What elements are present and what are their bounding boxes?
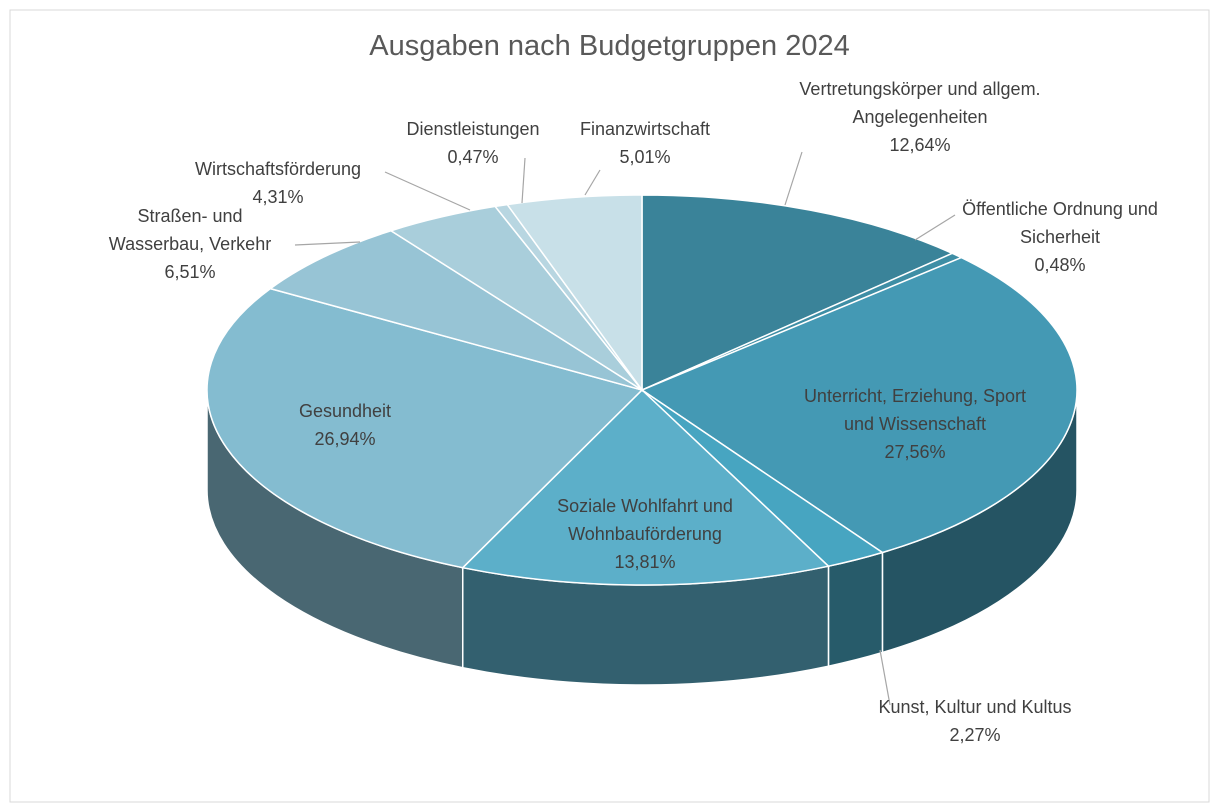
data-label: Dienstleistungen 0,47% — [383, 115, 563, 171]
label-name: Dienstleistungen — [406, 119, 540, 139]
label-value: 4,31% — [252, 187, 304, 207]
label-value: 2,27% — [949, 725, 1001, 745]
leader-line — [879, 649, 891, 706]
slice — [268, 229, 643, 391]
slice — [641, 194, 955, 392]
slice — [505, 194, 643, 393]
label-value: 0,48% — [1034, 255, 1086, 275]
label-name: Straßen- und Wasserbau, Verkehr — [108, 206, 272, 254]
slice — [206, 287, 644, 569]
data-label: Vertretungskörper und allgem. Angelegenh… — [795, 75, 1045, 159]
label-value: 27,56% — [884, 442, 946, 462]
label-name: Soziale Wohlfahrt und Wohnbauförderung — [557, 496, 733, 544]
label-name: Öffentliche Ordnung und Sicherheit — [962, 199, 1158, 247]
data-label: Öffentliche Ordnung und Sicherheit 0,48% — [955, 195, 1165, 279]
label-name: Gesundheit — [298, 401, 392, 421]
label-name: Wirtschaftsförderung — [194, 159, 362, 179]
slice — [640, 256, 1078, 554]
label-value: 12,64% — [889, 135, 951, 155]
label-value: 26,94% — [314, 429, 376, 449]
label-name: Kunst, Kultur und Kultus — [878, 697, 1072, 717]
slice — [461, 388, 831, 586]
label-value: 13,81% — [614, 552, 676, 572]
leader-line — [584, 169, 601, 196]
data-label: Soziale Wohlfahrt und Wohnbauförderung 13… — [525, 492, 765, 576]
label-name: Vertretungskörper und allgem. Angelegenh… — [799, 79, 1041, 127]
slices — [206, 194, 1078, 686]
leader-line — [294, 241, 361, 246]
data-label: Finanzwirtschaft 5,01% — [555, 115, 735, 171]
label-value: 6,51% — [164, 262, 216, 282]
chart-title: Ausgaben nach Budgetgruppen 2024 — [369, 30, 850, 62]
data-label: Unterricht, Erziehung, Sport und Wissens… — [800, 382, 1030, 466]
label-value: 0,47% — [447, 147, 499, 167]
leader-line — [384, 171, 471, 211]
slice-side — [827, 551, 884, 668]
leader-line — [521, 157, 526, 204]
label-name: Finanzwirtschaft — [579, 119, 711, 139]
label-name: Unterricht, Erziehung, Sport und Wissens… — [803, 386, 1027, 434]
data-label: Gesundheit 26,94% — [245, 397, 445, 453]
leader-line — [914, 214, 956, 241]
data-label: Straßen- und Wasserbau, Verkehr 6,51% — [95, 202, 285, 286]
leader-line — [784, 151, 803, 206]
label-value: 5,01% — [619, 147, 671, 167]
leader-lines — [294, 151, 956, 706]
data-label: Wirtschaftsförderung 4,31% — [158, 155, 398, 211]
data-label: Kunst, Kultur und Kultus 2,27% — [875, 693, 1075, 749]
